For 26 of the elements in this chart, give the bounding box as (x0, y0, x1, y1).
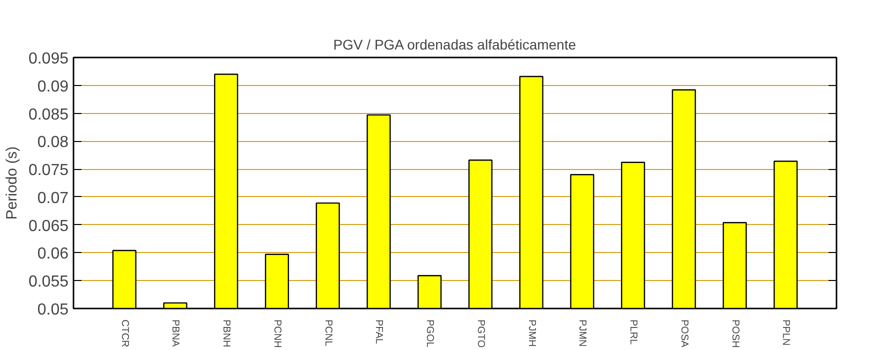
y-tick-label: 0.055 (28, 274, 69, 291)
x-tick-label: PFAL (373, 320, 384, 344)
x-tick-label: PCNL (322, 320, 334, 347)
x-tick-label: PJMN (576, 320, 588, 347)
x-tick-label: PGTO (474, 320, 486, 348)
x-tick-label: PGOL (424, 320, 436, 348)
x-tick-label: PCNH (271, 320, 282, 348)
chart-title: PGV / PGA ordenadas alfabéticamente (333, 36, 576, 52)
x-tick-label: PBNA (170, 320, 181, 348)
y-tick-label: 0.05 (37, 302, 69, 318)
x-tick-label: PLRL (628, 320, 639, 345)
y-tick-label: 0.085 (28, 106, 69, 124)
x-tick-label: POSA (678, 320, 690, 348)
x-tick-label: PBNH (220, 320, 232, 348)
y-tick-label: 0.08 (37, 134, 69, 152)
x-tick-label: POSH (729, 320, 740, 348)
y-tick-label: 0.095 (28, 50, 69, 68)
x-tick-label: PJMH (526, 320, 537, 347)
y-axis-title: Periodo (s) (3, 146, 20, 220)
y-tick-label: 0.065 (28, 218, 69, 235)
y-tick-label: 0.06 (37, 246, 69, 263)
x-tick-label: PPLN (780, 320, 792, 346)
y-tick-label: 0.09 (37, 78, 69, 96)
y-tick-label: 0.075 (28, 162, 69, 180)
x-tick-label: CTCR (118, 320, 130, 348)
y-tick-label: 0.07 (37, 190, 69, 207)
